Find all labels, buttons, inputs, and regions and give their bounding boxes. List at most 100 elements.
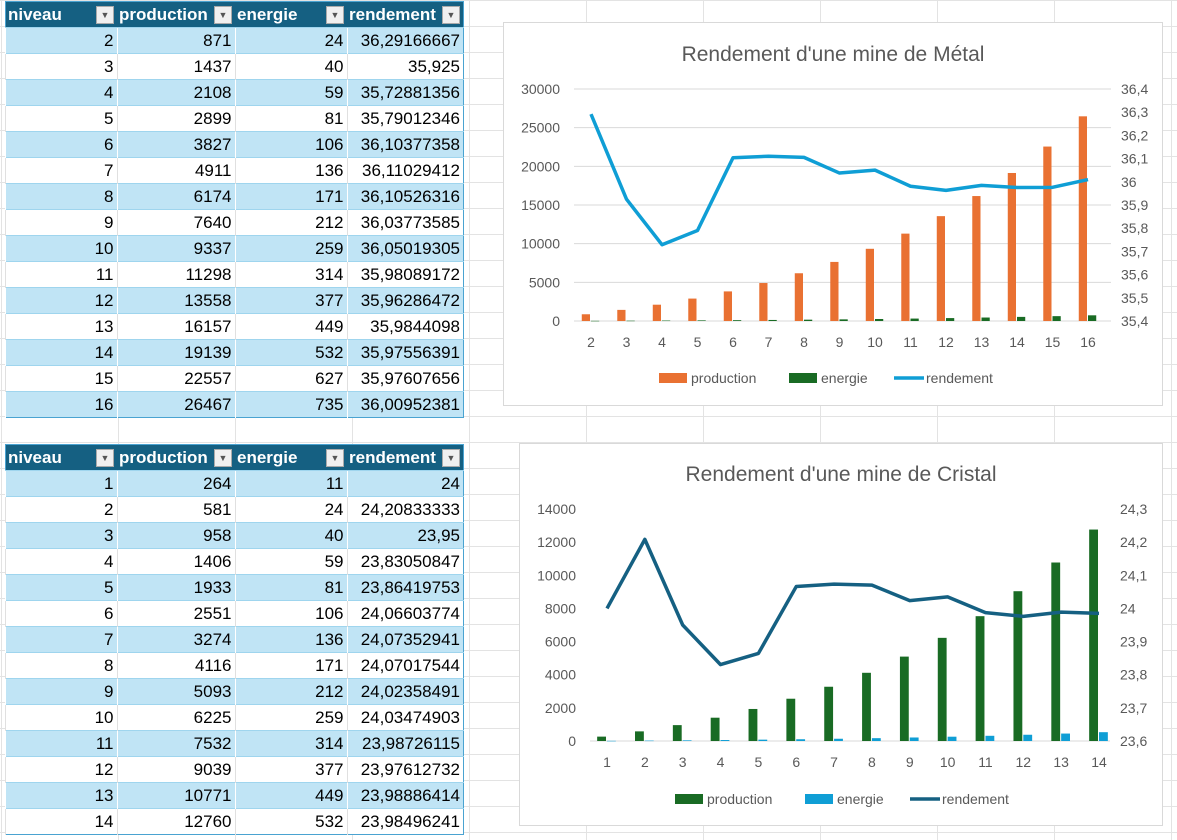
table-cell[interactable]: 9039 (116, 756, 235, 783)
table-cell[interactable]: 5093 (116, 678, 235, 705)
table-cell[interactable]: 35,9844098 (346, 313, 464, 340)
table-cell[interactable]: 22557 (116, 365, 235, 392)
table-cell[interactable]: 6174 (116, 183, 235, 210)
table-cell[interactable]: 35,96286472 (346, 287, 464, 314)
filter-dropdown-icon[interactable]: ▼ (96, 6, 114, 24)
table-cell[interactable]: 871 (116, 27, 235, 54)
table-cell[interactable]: 36,10526316 (346, 183, 464, 210)
table-cell[interactable]: 7 (5, 157, 117, 184)
table-cell[interactable]: 23,98496241 (346, 808, 464, 835)
table-cell[interactable]: 449 (234, 782, 347, 809)
table-cell[interactable]: 12 (5, 287, 117, 314)
table-cell[interactable]: 7 (5, 626, 117, 653)
table-cell[interactable]: 1406 (116, 548, 235, 575)
table-cell[interactable]: 26467 (116, 391, 235, 418)
table-cell[interactable]: 81 (234, 105, 347, 132)
table-cell[interactable]: 16157 (116, 313, 235, 340)
table-cell[interactable]: 9337 (116, 235, 235, 262)
table-cell[interactable]: 4 (5, 548, 117, 575)
table-cell[interactable]: 136 (234, 626, 347, 653)
table-cell[interactable]: 36,00952381 (346, 391, 464, 418)
table-cell[interactable]: 9 (5, 209, 117, 236)
table-cell[interactable]: 24,02358491 (346, 678, 464, 705)
table-cell[interactable]: 6 (5, 131, 117, 158)
table-cell[interactable]: 377 (234, 756, 347, 783)
cristal-chart[interactable]: Rendement d'une mine de Cristal 0 2000 4000… (519, 443, 1163, 826)
table-cell[interactable]: 2 (5, 496, 117, 523)
table-cell[interactable]: 106 (234, 131, 347, 158)
table-cell[interactable]: 23,97612732 (346, 756, 464, 783)
table-cell[interactable]: 8 (5, 652, 117, 679)
table-cell[interactable]: 24 (346, 470, 464, 497)
table-cell[interactable]: 314 (234, 730, 347, 757)
table-cell[interactable]: 9 (5, 678, 117, 705)
table-cell[interactable]: 35,79012346 (346, 105, 464, 132)
table-cell[interactable]: 23,83050847 (346, 548, 464, 575)
table-cell[interactable]: 24,03474903 (346, 704, 464, 731)
table-cell[interactable]: 2551 (116, 600, 235, 627)
table-cell[interactable]: 36,05019305 (346, 235, 464, 262)
table-cell[interactable]: 12 (5, 756, 117, 783)
table-cell[interactable]: 11298 (116, 261, 235, 288)
table-cell[interactable]: 24 (234, 496, 347, 523)
table-cell[interactable]: 4911 (116, 157, 235, 184)
table-cell[interactable]: 106 (234, 600, 347, 627)
table-cell[interactable]: 23,95 (346, 522, 464, 549)
table-cell[interactable]: 13 (5, 782, 117, 809)
table-cell[interactable]: 24,20833333 (346, 496, 464, 523)
table-cell[interactable]: 1437 (116, 53, 235, 80)
table-cell[interactable]: 19139 (116, 339, 235, 366)
table-cell[interactable]: 35,97556391 (346, 339, 464, 366)
table-cell[interactable]: 8 (5, 183, 117, 210)
table-cell[interactable]: 24 (234, 27, 347, 54)
filter-dropdown-icon[interactable]: ▼ (214, 449, 232, 467)
table-cell[interactable]: 23,98726115 (346, 730, 464, 757)
table-cell[interactable]: 2899 (116, 105, 235, 132)
table-cell[interactable]: 12760 (116, 808, 235, 835)
table-cell[interactable]: 23,86419753 (346, 574, 464, 601)
table-cell[interactable]: 13 (5, 313, 117, 340)
table-cell[interactable]: 5 (5, 105, 117, 132)
table-cell[interactable]: 24,07352941 (346, 626, 464, 653)
table-cell[interactable]: 735 (234, 391, 347, 418)
table-cell[interactable]: 6225 (116, 704, 235, 731)
table-cell[interactable]: 81 (234, 574, 347, 601)
table-cell[interactable]: 1933 (116, 574, 235, 601)
table-cell[interactable]: 212 (234, 209, 347, 236)
table-cell[interactable]: 11 (234, 470, 347, 497)
table-cell[interactable]: 449 (234, 313, 347, 340)
table-cell[interactable]: 136 (234, 157, 347, 184)
filter-dropdown-icon[interactable]: ▼ (442, 6, 460, 24)
table-cell[interactable]: 3 (5, 522, 117, 549)
table-cell[interactable]: 40 (234, 522, 347, 549)
table-cell[interactable]: 13558 (116, 287, 235, 314)
table-cell[interactable]: 14 (5, 339, 117, 366)
table-cell[interactable]: 15 (5, 365, 117, 392)
table-cell[interactable]: 5 (5, 574, 117, 601)
table-cell[interactable]: 532 (234, 808, 347, 835)
table-cell[interactable]: 4116 (116, 652, 235, 679)
table-cell[interactable]: 4 (5, 79, 117, 106)
table-cell[interactable]: 171 (234, 652, 347, 679)
table-cell[interactable]: 10 (5, 704, 117, 731)
table-cell[interactable]: 16 (5, 391, 117, 418)
table-cell[interactable]: 3 (5, 53, 117, 80)
table-cell[interactable]: 532 (234, 339, 347, 366)
table-cell[interactable]: 59 (234, 79, 347, 106)
table-cell[interactable]: 36,10377358 (346, 131, 464, 158)
table-cell[interactable]: 7640 (116, 209, 235, 236)
filter-dropdown-icon[interactable]: ▼ (214, 6, 232, 24)
filter-dropdown-icon[interactable]: ▼ (442, 449, 460, 467)
table-cell[interactable]: 7532 (116, 730, 235, 757)
table-cell[interactable]: 14 (5, 808, 117, 835)
table-cell[interactable]: 10771 (116, 782, 235, 809)
filter-dropdown-icon[interactable]: ▼ (96, 449, 114, 467)
table-cell[interactable]: 10 (5, 235, 117, 262)
table-cell[interactable]: 35,98089172 (346, 261, 464, 288)
table-cell[interactable]: 35,72881356 (346, 79, 464, 106)
table-cell[interactable]: 958 (116, 522, 235, 549)
table-cell[interactable]: 59 (234, 548, 347, 575)
table-cell[interactable]: 36,11029412 (346, 157, 464, 184)
table-cell[interactable]: 23,98886414 (346, 782, 464, 809)
metal-chart[interactable]: Rendement d'une mine de Métal 0 5000 10000 1… (503, 22, 1163, 406)
